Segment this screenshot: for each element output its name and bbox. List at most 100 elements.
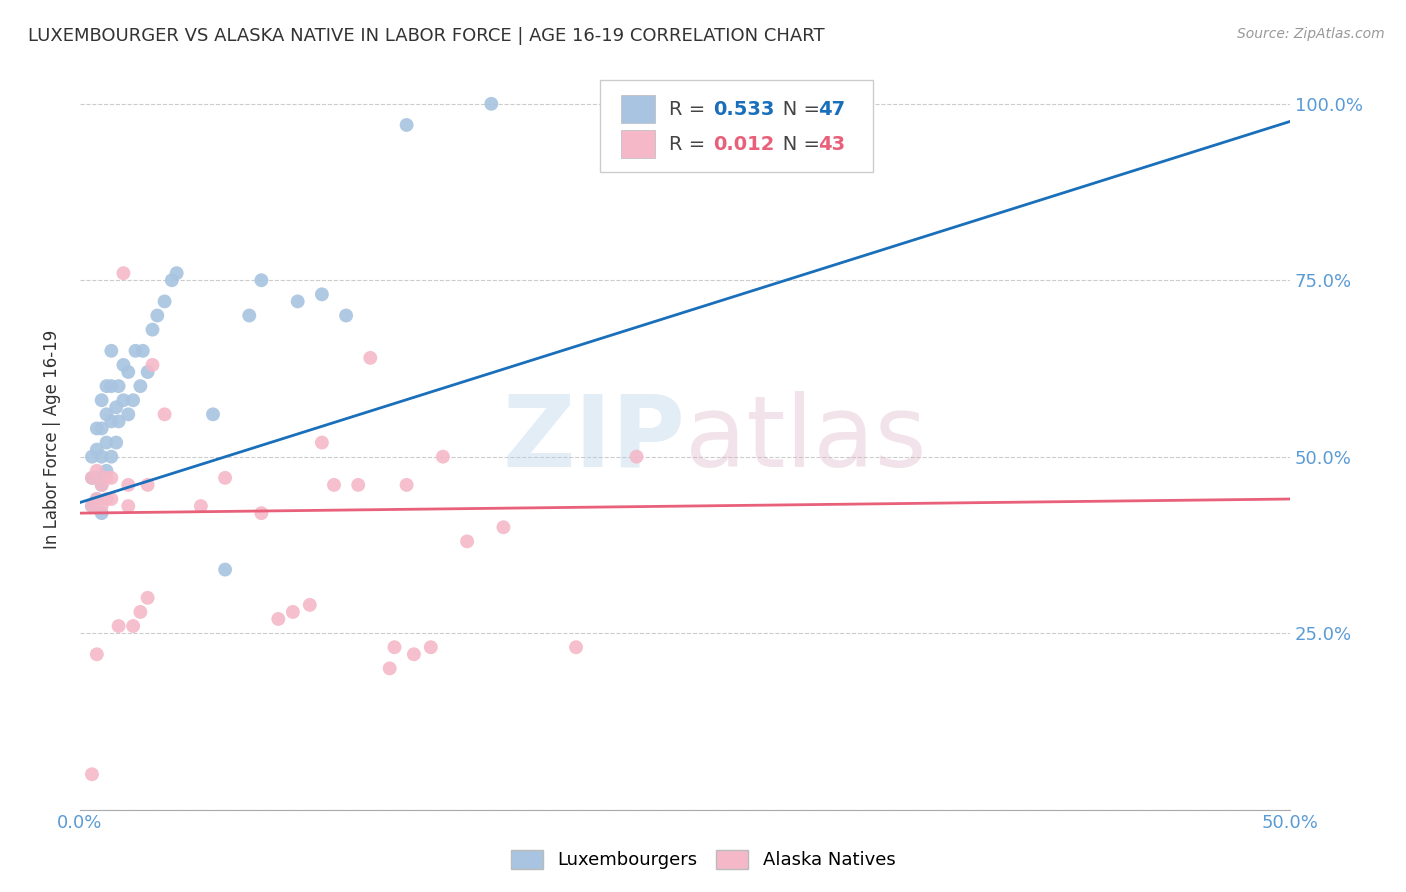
Point [141, 323, 163, 337]
Point [90, 506, 112, 520]
Point [122, 393, 145, 408]
Point [96, 464, 118, 478]
Text: 43: 43 [818, 135, 845, 153]
Text: 0.012: 0.012 [713, 135, 775, 153]
Point [214, 563, 236, 577]
Point [96, 491, 118, 506]
Point [141, 358, 163, 372]
Point [112, 393, 135, 408]
Point [80, 450, 103, 464]
Point [80, 767, 103, 781]
Text: Source: ZipAtlas.com: Source: ZipAtlas.com [1237, 27, 1385, 41]
Point [100, 491, 122, 506]
Point [281, 605, 304, 619]
Point [267, 612, 290, 626]
Bar [621, 130, 655, 158]
Point [395, 478, 418, 492]
Point [378, 661, 401, 675]
Point [136, 365, 159, 379]
Point [90, 393, 112, 408]
Point [122, 619, 145, 633]
Point [662, 96, 685, 111]
Point [117, 478, 139, 492]
Point [86, 442, 108, 457]
Legend: Luxembourgers, Alaska Natives: Luxembourgers, Alaska Natives [502, 841, 904, 879]
Point [323, 478, 346, 492]
Point [166, 266, 188, 280]
Point [136, 478, 159, 492]
Point [100, 414, 122, 428]
Point [395, 118, 418, 132]
Point [107, 619, 129, 633]
Point [311, 435, 333, 450]
Point [90, 421, 112, 435]
Point [80, 471, 103, 485]
Point [117, 365, 139, 379]
Point [626, 450, 648, 464]
Point [90, 478, 112, 492]
Point [432, 450, 454, 464]
Point [107, 414, 129, 428]
Point [80, 471, 103, 485]
Point [129, 379, 152, 393]
Point [146, 309, 169, 323]
Point [190, 499, 212, 513]
Point [402, 647, 425, 661]
Point [86, 471, 108, 485]
Point [100, 379, 122, 393]
Point [117, 407, 139, 421]
Y-axis label: In Labor Force | Age 16-19: In Labor Force | Age 16-19 [44, 329, 60, 549]
Point [90, 450, 112, 464]
Point [105, 435, 128, 450]
Point [456, 534, 478, 549]
Text: 47: 47 [818, 100, 845, 119]
Point [287, 294, 309, 309]
Point [250, 273, 273, 287]
Point [335, 309, 357, 323]
Point [347, 478, 370, 492]
Point [100, 343, 122, 358]
Point [153, 407, 176, 421]
Text: ZIP: ZIP [502, 391, 685, 488]
Text: N =: N = [763, 100, 825, 119]
Point [90, 478, 112, 492]
Point [86, 464, 108, 478]
Point [100, 450, 122, 464]
Point [112, 266, 135, 280]
Point [96, 471, 118, 485]
Point [105, 401, 128, 415]
Point [153, 294, 176, 309]
Point [96, 407, 118, 421]
Point [100, 471, 122, 485]
Point [359, 351, 381, 365]
Point [86, 421, 108, 435]
Point [384, 640, 406, 655]
Point [250, 506, 273, 520]
Text: R =: R = [669, 100, 711, 119]
Point [80, 499, 103, 513]
Point [124, 343, 146, 358]
Point [112, 358, 135, 372]
Point [86, 647, 108, 661]
Point [492, 520, 515, 534]
Point [96, 435, 118, 450]
Point [107, 379, 129, 393]
Point [96, 379, 118, 393]
Point [132, 343, 155, 358]
Point [201, 407, 224, 421]
Point [214, 471, 236, 485]
Point [86, 491, 108, 506]
Point [117, 499, 139, 513]
Text: 0.533: 0.533 [713, 100, 775, 119]
Point [565, 640, 588, 655]
Bar [621, 95, 655, 123]
Text: LUXEMBOURGER VS ALASKA NATIVE IN LABOR FORCE | AGE 16-19 CORRELATION CHART: LUXEMBOURGER VS ALASKA NATIVE IN LABOR F… [28, 27, 825, 45]
Point [160, 273, 183, 287]
FancyBboxPatch shape [600, 79, 873, 172]
Point [86, 491, 108, 506]
Point [298, 598, 321, 612]
Point [238, 309, 260, 323]
Point [90, 499, 112, 513]
Point [311, 287, 333, 301]
Point [80, 499, 103, 513]
